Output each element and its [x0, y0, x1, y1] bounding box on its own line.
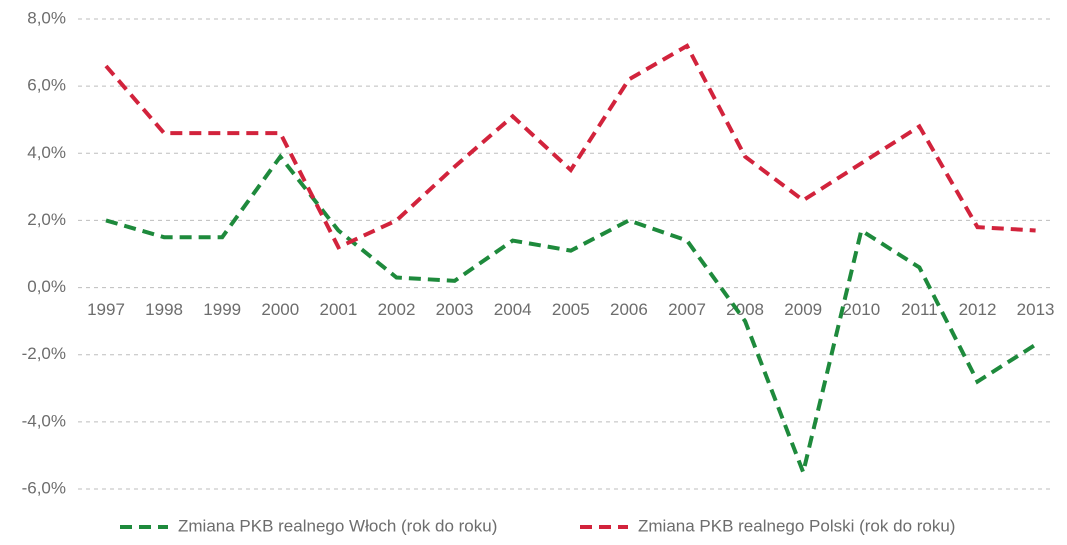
y-tick-label: -2,0% [22, 344, 66, 363]
y-tick-label: 0,0% [27, 277, 66, 296]
x-tick-label: 2002 [378, 300, 416, 319]
y-tick-label: -4,0% [22, 411, 66, 430]
x-tick-label: 2009 [784, 300, 822, 319]
line-series [105, 153, 1037, 479]
x-tick-label: 1997 [87, 300, 125, 319]
x-tick-label: 1999 [203, 300, 241, 319]
legend-label: Zmiana PKB realnego Polski (rok do roku) [638, 516, 955, 535]
x-tick-label: 2003 [436, 300, 474, 319]
x-tick-label: 2012 [959, 300, 997, 319]
x-tick-label: 1998 [145, 300, 183, 319]
x-tick-label: 2000 [261, 300, 299, 319]
x-tick-label: 2004 [494, 300, 532, 319]
x-tick-label: 2008 [726, 300, 764, 319]
y-tick-label: 2,0% [27, 210, 66, 229]
x-tick-label: 2010 [842, 300, 880, 319]
y-tick-label: 6,0% [27, 76, 66, 95]
x-tick-label: 2011 [901, 300, 938, 319]
x-tick-label: 2013 [1017, 300, 1055, 319]
x-tick-label: 2007 [668, 300, 706, 319]
y-tick-label: 8,0% [27, 8, 66, 27]
x-tick-label: 2001 [319, 300, 357, 319]
y-tick-label: -6,0% [22, 478, 66, 497]
y-tick-label: 4,0% [27, 143, 66, 162]
legend-label: Zmiana PKB realnego Włoch (rok do roku) [178, 516, 497, 535]
x-tick-label: 2005 [552, 300, 590, 319]
x-tick-label: 2006 [610, 300, 648, 319]
line-series [104, 43, 1036, 250]
